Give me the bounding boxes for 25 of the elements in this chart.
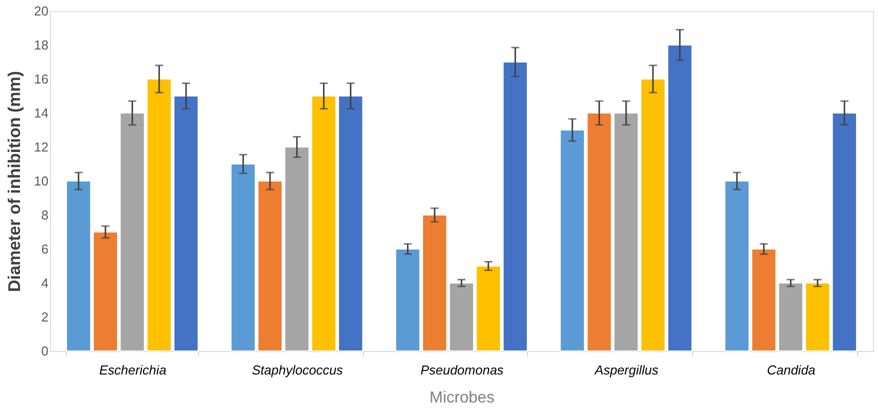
y-tick-label: 12 [34,140,48,154]
bar [448,282,474,352]
x-tick-label: Aspergillus [594,362,659,378]
y-tick-label: 18 [34,38,48,52]
x-axis-title: Microbes [430,390,494,406]
bar [230,164,256,352]
y-tick-label: 8 [41,208,48,222]
x-tick-label: Escherichia [99,362,166,378]
bar [257,180,283,352]
x-tick-label: Candida [766,362,816,378]
bar [66,180,92,352]
y-tick-label: 6 [41,242,48,256]
y-tick-label: 16 [34,72,48,86]
bar [832,112,858,352]
x-tick-label: Staphylococcus [252,362,344,378]
bar [667,44,692,352]
y-tick-label: 4 [41,276,48,290]
y-tick-label: 14 [34,106,48,120]
y-tick-label: 2 [41,310,48,324]
y-axis-title: Diameter of inhibition (mm) [5,71,24,292]
y-tick-label: 0 [41,344,48,358]
x-tick-label: Pseudomonas [420,362,504,378]
y-tick-label: 10 [34,174,48,188]
y-tick-label: 20 [34,4,48,18]
bar [640,78,666,352]
